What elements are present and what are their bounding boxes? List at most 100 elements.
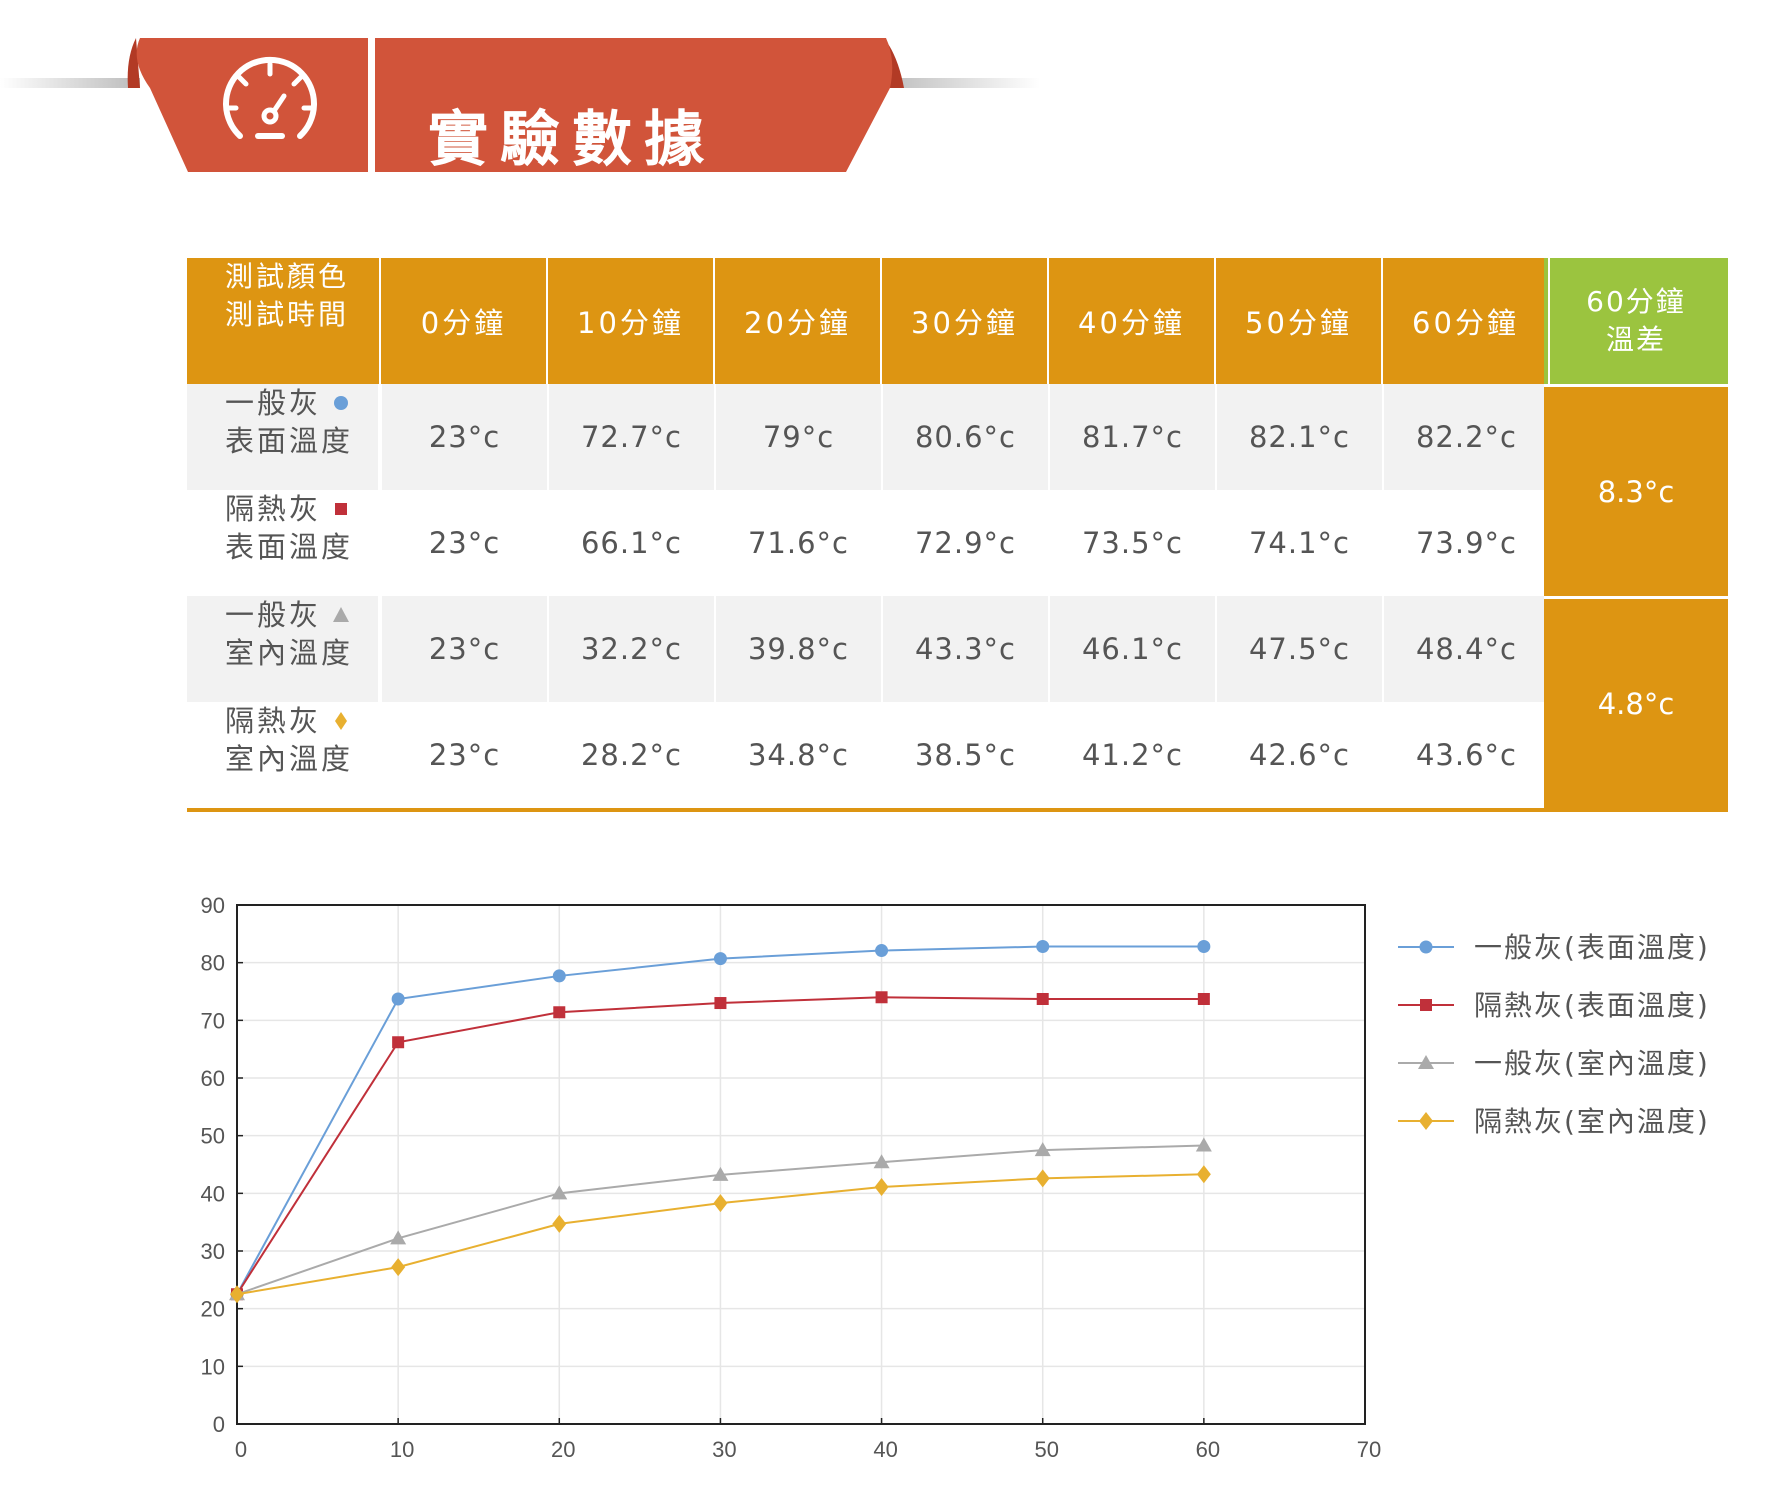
cell-value: 74.1°c xyxy=(1248,526,1350,560)
legend-entry: 隔熱灰(室內溫度) xyxy=(1398,1105,1710,1138)
cell-value: 23°c xyxy=(428,526,501,560)
data-point xyxy=(714,997,727,1010)
legend-label: 隔熱灰(室內溫度) xyxy=(1474,1105,1710,1138)
x-tick-label: 0 xyxy=(235,1437,247,1462)
y-tick-label: 40 xyxy=(201,1181,225,1206)
cell-value: 72.7°c xyxy=(580,420,682,454)
y-tick-label: 50 xyxy=(201,1124,225,1149)
square-marker-icon xyxy=(335,503,348,515)
table-cell: 23°c xyxy=(380,490,547,596)
cell-value: 34.8°c xyxy=(747,738,849,772)
cell-value: 82.2°c xyxy=(1415,420,1517,454)
row-label: 一般灰 表面溫度 xyxy=(187,384,380,490)
column-header: 60分鐘 xyxy=(1382,258,1549,384)
y-tick-label: 30 xyxy=(201,1239,225,1264)
x-tick-label: 50 xyxy=(1034,1437,1058,1462)
x-tick-label: 20 xyxy=(551,1437,575,1462)
legend-entry: 一般灰(室內溫度) xyxy=(1398,1047,1708,1080)
data-table: 測試顏色 測試時間 0分鐘 10分鐘 20分鐘 30分鐘 40分鐘 50分鐘 60分鐘 60分鐘溫… xyxy=(187,258,1728,813)
row-measure-name: 室內溫度 xyxy=(225,636,354,670)
column-header: 0分鐘 xyxy=(380,258,547,384)
row-sample-name: 隔熱灰 xyxy=(225,492,322,526)
cell-value: 32.2°c xyxy=(580,632,682,666)
table-cell: 48.4°c xyxy=(1382,596,1549,702)
column-header: 50分鐘 xyxy=(1215,258,1382,384)
table-cell: 79°c xyxy=(714,384,881,490)
data-point xyxy=(875,991,888,1004)
table-cell: 23°c xyxy=(380,702,547,808)
data-point xyxy=(391,992,405,1006)
table-row xyxy=(187,384,1544,490)
legend-marker xyxy=(1420,999,1432,1011)
data-point xyxy=(1197,992,1210,1005)
table-cell: 73.9°c xyxy=(1382,490,1549,596)
diamond-marker-icon xyxy=(335,712,348,730)
x-tick-label: 70 xyxy=(1357,1437,1381,1462)
cell-value: 73.9°c xyxy=(1415,526,1517,560)
data-point xyxy=(874,1177,889,1196)
header-divider xyxy=(546,258,548,384)
column-header-label: 60分鐘 xyxy=(1412,306,1519,340)
legend-marker xyxy=(1419,940,1433,954)
x-tick-label: 10 xyxy=(390,1437,414,1462)
column-header-label: 30分鐘 xyxy=(911,306,1018,340)
legend-entry: 一般灰(表面溫度) xyxy=(1398,931,1708,964)
speedometer-icon xyxy=(223,56,317,139)
cell-value: 47.5°c xyxy=(1248,632,1350,666)
y-tick-label: 60 xyxy=(201,1066,225,1091)
table-cell: 47.5°c xyxy=(1215,596,1382,702)
column-header: 30分鐘 xyxy=(881,258,1048,384)
data-point xyxy=(712,1166,729,1181)
plot-frame xyxy=(236,904,1366,1425)
row-measure-name: 室內溫度 xyxy=(225,742,354,776)
diff-cell: 4.8°c xyxy=(1544,596,1728,808)
diff-header-line2: 溫差 xyxy=(1605,323,1666,356)
cell-value: 23°c xyxy=(428,632,501,666)
diff-header-line1: 60分鐘 xyxy=(1586,285,1686,318)
banner-shadow-left xyxy=(0,78,140,88)
header-time-label: 測試時間 xyxy=(225,298,350,331)
header-divider xyxy=(713,258,715,384)
cell-value: 66.1°c xyxy=(580,526,682,560)
cell-value: 42.6°c xyxy=(1248,738,1350,772)
x-tick-label: 40 xyxy=(873,1437,897,1462)
table-bottom-rule xyxy=(187,808,1728,812)
row-label-line1: 隔熱灰 xyxy=(225,702,351,740)
y-tick-label: 80 xyxy=(201,951,225,976)
table-cell: 80.6°c xyxy=(881,384,1048,490)
cell-value: 39.8°c xyxy=(747,632,849,666)
section-banner: 實驗數據 xyxy=(0,30,1040,190)
header-divider xyxy=(1548,258,1550,384)
header-divider xyxy=(1047,258,1049,384)
row-sample-name: 隔熱灰 xyxy=(225,704,322,738)
table-cell: 42.6°c xyxy=(1215,702,1382,808)
table-cell: 23°c xyxy=(380,596,547,702)
cell-value: 46.1°c xyxy=(1081,632,1183,666)
cell-value: 41.2°c xyxy=(1081,738,1183,772)
table-cell: 66.1°c xyxy=(547,490,714,596)
legend-marker xyxy=(1419,1112,1433,1130)
table-row xyxy=(187,702,1544,808)
cell-value: 81.7°c xyxy=(1081,420,1183,454)
table-row xyxy=(187,596,1544,702)
y-tick-label: 0 xyxy=(213,1412,225,1437)
cell-value: 38.5°c xyxy=(914,738,1016,772)
triangle-marker-icon xyxy=(333,607,350,622)
table-cell: 34.8°c xyxy=(714,702,881,808)
cell-value: 28.2°c xyxy=(580,738,682,772)
row-label-line1: 一般灰 xyxy=(225,596,351,634)
header-color-label: 測試顏色 xyxy=(225,260,350,293)
header-divider xyxy=(1214,258,1216,384)
banner-divider xyxy=(368,38,375,174)
header-divider xyxy=(379,258,381,384)
row-label: 隔熱灰 表面溫度 xyxy=(187,490,380,596)
data-point xyxy=(391,1258,406,1277)
circle-marker-icon xyxy=(334,396,349,410)
column-header: 40分鐘 xyxy=(1048,258,1215,384)
header-divider xyxy=(880,258,882,384)
data-point xyxy=(553,1006,566,1019)
diff-value: 4.8°c xyxy=(1597,686,1675,721)
row-measure-name: 表面溫度 xyxy=(225,424,354,458)
diff-cell: 8.3°c xyxy=(1544,384,1728,596)
legend-label: 隔熱灰(表面溫度) xyxy=(1474,989,1710,1022)
